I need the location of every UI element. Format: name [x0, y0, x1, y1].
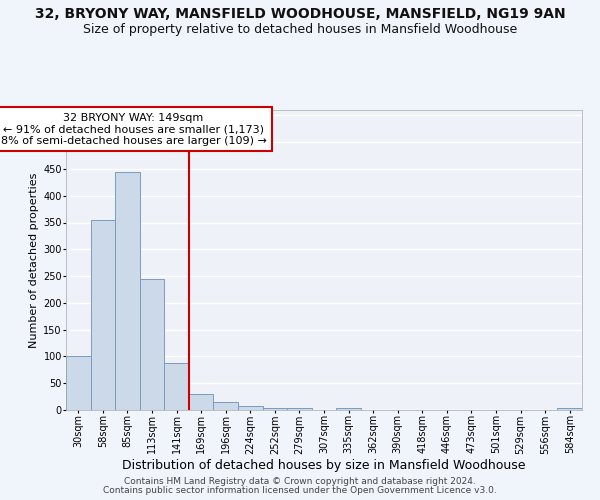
Bar [287, 408, 312, 410]
Text: 32 BRYONY WAY: 149sqm
← 91% of detached houses are smaller (1,173)
8% of semi-de: 32 BRYONY WAY: 149sqm ← 91% of detached … [1, 112, 266, 146]
Bar [115, 172, 140, 410]
Text: Contains public sector information licensed under the Open Government Licence v3: Contains public sector information licen… [103, 486, 497, 495]
X-axis label: Distribution of detached houses by size in Mansfield Woodhouse: Distribution of detached houses by size … [122, 459, 526, 472]
Bar [164, 364, 189, 410]
Y-axis label: Number of detached properties: Number of detached properties [29, 172, 39, 348]
Text: Contains HM Land Registry data © Crown copyright and database right 2024.: Contains HM Land Registry data © Crown c… [124, 477, 476, 486]
Bar [557, 408, 582, 410]
Bar [140, 279, 164, 410]
Text: Size of property relative to detached houses in Mansfield Woodhouse: Size of property relative to detached ho… [83, 22, 517, 36]
Bar [189, 394, 214, 410]
Bar [263, 408, 287, 410]
Bar [336, 408, 361, 410]
Bar [238, 406, 263, 410]
Bar [214, 402, 238, 410]
Text: 32, BRYONY WAY, MANSFIELD WOODHOUSE, MANSFIELD, NG19 9AN: 32, BRYONY WAY, MANSFIELD WOODHOUSE, MAN… [35, 8, 565, 22]
Bar [66, 356, 91, 410]
Bar [91, 220, 115, 410]
